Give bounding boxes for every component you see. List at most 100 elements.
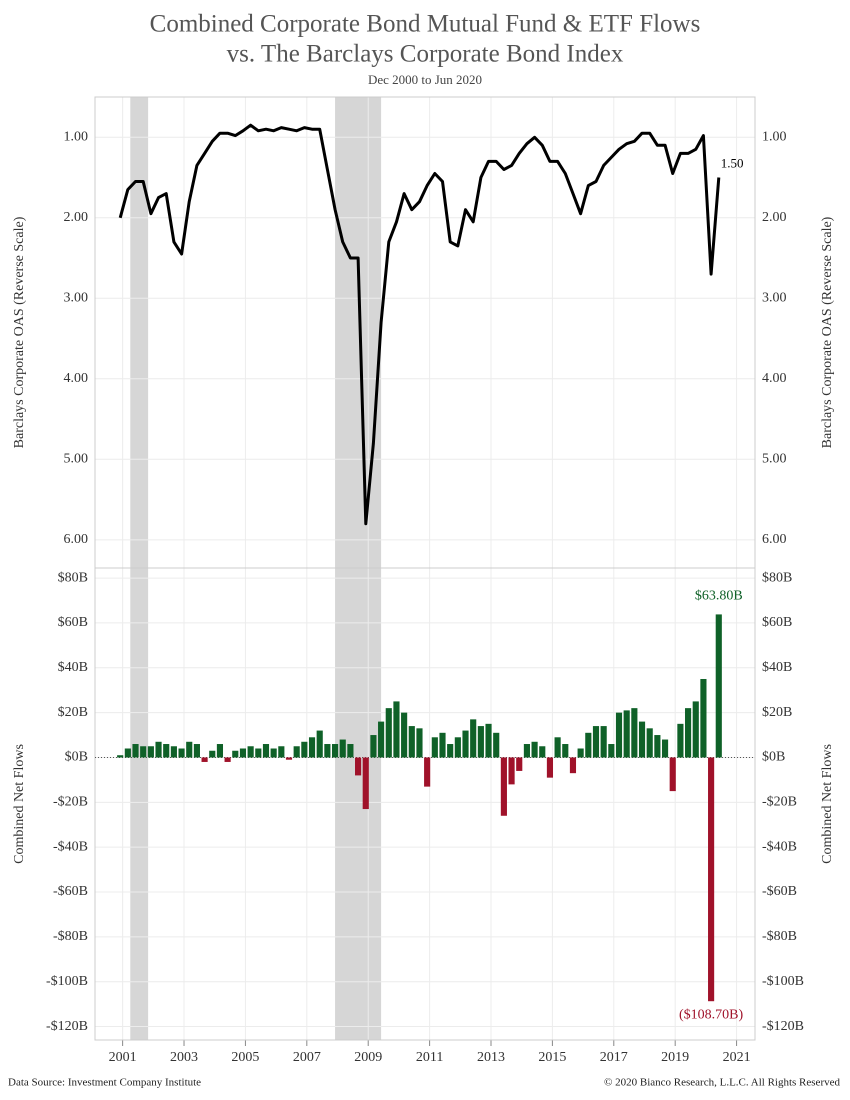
flow-bar bbox=[224, 757, 231, 762]
flow-bar bbox=[477, 726, 484, 758]
y-tick-label: 5.00 bbox=[64, 452, 89, 467]
recession-band bbox=[335, 97, 382, 568]
y-tick-label: $80B bbox=[762, 570, 792, 585]
y-tick-label: $40B bbox=[58, 660, 88, 675]
recession-band bbox=[130, 568, 149, 1040]
y-tick-label: -$20B bbox=[53, 795, 88, 810]
x-tick-label: 2003 bbox=[170, 1050, 198, 1065]
flow-bar bbox=[554, 737, 561, 758]
y-tick-label: 3.00 bbox=[762, 291, 787, 306]
flow-bar bbox=[700, 678, 707, 758]
flow-bar bbox=[339, 739, 346, 758]
x-tick-label: 2001 bbox=[109, 1050, 137, 1065]
flow-bar bbox=[677, 723, 684, 758]
y-tick-label: -$120B bbox=[762, 1019, 804, 1034]
y-tick-label: 6.00 bbox=[762, 532, 787, 547]
x-tick-label: 2017 bbox=[600, 1050, 628, 1065]
flow-bar bbox=[631, 708, 638, 758]
flow-bar bbox=[562, 744, 569, 758]
flow-bar bbox=[132, 744, 139, 758]
y-tick-label: $60B bbox=[762, 615, 792, 630]
recession-band bbox=[335, 568, 382, 1040]
flow-bar bbox=[638, 721, 646, 758]
y-tick-label: 6.00 bbox=[64, 532, 89, 547]
min-label: ($108.70B) bbox=[679, 1007, 744, 1022]
flow-bar bbox=[431, 737, 438, 758]
flow-bar bbox=[170, 746, 177, 758]
flow-bar bbox=[615, 712, 623, 758]
y-tick-label: $40B bbox=[762, 660, 792, 675]
y-tick-label: $20B bbox=[58, 705, 88, 720]
y-tick-label: 4.00 bbox=[64, 371, 89, 386]
y-tick-label: 3.00 bbox=[64, 291, 89, 306]
y-tick-label: 5.00 bbox=[762, 452, 787, 467]
flow-bar bbox=[546, 757, 554, 778]
y-tick-label: -$120B bbox=[46, 1019, 88, 1034]
y-axis-label: Combined Net Flows bbox=[820, 744, 835, 864]
flow-bar bbox=[155, 741, 162, 758]
oas-line bbox=[118, 123, 721, 526]
flow-bar bbox=[523, 744, 530, 758]
flow-bar bbox=[424, 757, 431, 787]
x-tick-label: 2015 bbox=[538, 1050, 566, 1065]
recession-band bbox=[130, 97, 149, 568]
flow-bar bbox=[654, 735, 661, 758]
flow-bar bbox=[531, 741, 538, 758]
flow-bar bbox=[416, 728, 423, 758]
flow-bar bbox=[124, 748, 131, 758]
flow-bar bbox=[316, 730, 323, 758]
flow-bar bbox=[147, 746, 154, 758]
y-tick-label: -$20B bbox=[762, 795, 797, 810]
flow-bar bbox=[685, 708, 692, 758]
plot-frame bbox=[94, 567, 756, 1041]
flow-bar bbox=[324, 744, 331, 758]
flow-bar bbox=[485, 723, 492, 758]
flow-bar bbox=[247, 746, 254, 758]
flow-bar bbox=[454, 737, 461, 758]
flow-bar bbox=[362, 757, 369, 810]
x-tick-label: 2011 bbox=[416, 1050, 443, 1065]
chart-subtitle: Dec 2000 to Jun 2020 bbox=[368, 72, 482, 87]
flow-bar bbox=[117, 755, 124, 758]
flow-bar bbox=[623, 710, 630, 758]
y-tick-label: -$60B bbox=[762, 884, 797, 899]
y-tick-label: $0B bbox=[65, 750, 88, 765]
flow-bar bbox=[378, 721, 385, 758]
flow-bar bbox=[331, 744, 339, 758]
flow-bar bbox=[462, 730, 469, 758]
chart-title: Combined Corporate Bond Mutual Fund & ET… bbox=[150, 11, 701, 38]
y-tick-label: -$40B bbox=[53, 839, 88, 854]
flow-bar bbox=[255, 748, 262, 758]
flow-bar bbox=[646, 728, 653, 758]
y-tick-label: -$40B bbox=[762, 839, 797, 854]
flow-bar bbox=[470, 719, 477, 758]
y-tick-label: 1.00 bbox=[64, 129, 89, 144]
flow-bar bbox=[600, 726, 607, 758]
y-tick-label: -$60B bbox=[53, 884, 88, 899]
max-label: $63.80B bbox=[695, 589, 743, 604]
flow-bar bbox=[569, 757, 577, 774]
y-tick-label: -$80B bbox=[53, 929, 88, 944]
flow-bar bbox=[308, 737, 316, 758]
x-tick-label: 2005 bbox=[231, 1050, 259, 1065]
flow-bar bbox=[692, 701, 699, 758]
flow-bar bbox=[500, 757, 507, 816]
x-tick-label: 2009 bbox=[354, 1050, 382, 1065]
plot-frame bbox=[94, 96, 756, 569]
flow-bar bbox=[401, 712, 408, 758]
flow-bar bbox=[577, 748, 584, 758]
source-note: Data Source: Investment Company Institut… bbox=[8, 1077, 201, 1089]
y-tick-label: $0B bbox=[762, 750, 785, 765]
flow-bar bbox=[239, 748, 247, 758]
flow-bar bbox=[393, 701, 400, 758]
flow-bar bbox=[355, 757, 362, 776]
flow-bar bbox=[439, 732, 446, 758]
copyright-note: © 2020 Bianco Research, L.L.C. All Right… bbox=[604, 1077, 840, 1089]
y-tick-label: -$100B bbox=[46, 974, 88, 989]
flow-bar bbox=[193, 744, 200, 758]
y-tick-label: -$100B bbox=[762, 974, 804, 989]
flow-bar bbox=[186, 741, 193, 758]
y-tick-label: 1.00 bbox=[762, 129, 787, 144]
flow-bar bbox=[232, 750, 239, 758]
